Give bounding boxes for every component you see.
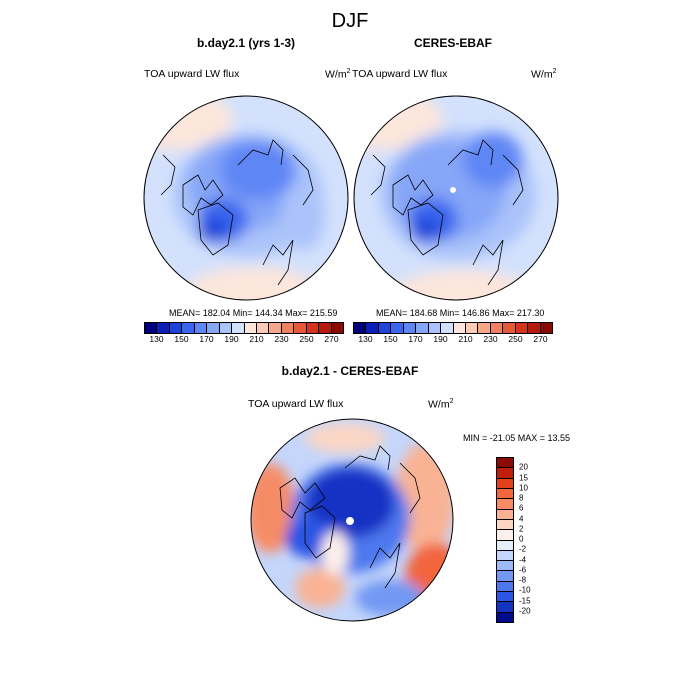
colorbar-tick-label: 10 (519, 483, 528, 493)
colorbar-swatch (428, 323, 442, 333)
colorbar-swatch (540, 323, 552, 333)
colorbar-swatch (478, 323, 491, 333)
colorbar-swatch (378, 323, 392, 333)
colorbar-swatch (219, 323, 233, 333)
colorbar-swatch (169, 323, 183, 333)
colorbar-tick-label: 230 (274, 334, 289, 344)
colorbar-swatch (497, 602, 513, 613)
diff-units: W/m2 (428, 398, 454, 411)
colorbar-swatch (269, 323, 282, 333)
colorbar-tick-label: 150 (383, 334, 398, 344)
colorbar-tick-label: 2 (519, 524, 524, 534)
colorbar-swatch (465, 323, 479, 333)
colorbar-tick-label: -2 (519, 544, 527, 554)
colorbar-swatch (497, 458, 513, 469)
colorbar-tick-label: 270 (533, 334, 548, 344)
colorbar-tick-label: 170 (199, 334, 214, 344)
colorbar-swatch (515, 323, 529, 333)
colorbar-tick-label: 8 (519, 493, 524, 503)
colorbar-swatch (503, 323, 516, 333)
diff-title: b.day2.1 - CERES-EBAF (281, 364, 419, 378)
colorbar-tick-label: 230 (483, 334, 498, 344)
panel-1-stats: MEAN= 182.04 Min= 144.34 Max= 215.59 (169, 308, 338, 318)
colorbar-swatch (145, 323, 158, 333)
colorbar-swatch (306, 323, 320, 333)
colorbar-tick-label: 170 (408, 334, 423, 344)
colorbar-swatch (403, 323, 417, 333)
colorbar-tick-label: 20 (519, 462, 528, 472)
colorbar-swatch (497, 530, 513, 541)
colorbar-swatch (244, 323, 257, 333)
colorbar-tick-label: 4 (519, 514, 524, 523)
colorbar-tick-label: 210 (458, 334, 473, 344)
colorbar-swatch (256, 323, 270, 333)
colorbar-tick-label: -10 (519, 585, 531, 595)
colorbar-swatch (319, 323, 332, 333)
diff-variable: TOA upward LW flux (248, 398, 344, 410)
main-title: DJF (331, 10, 369, 32)
colorbar-tick-label: 270 (324, 334, 339, 344)
colorbar-swatch (441, 323, 454, 333)
colorbar-swatch (354, 323, 367, 333)
colorbar-swatch (497, 571, 513, 582)
colorbar-swatch (331, 323, 343, 333)
colorbar-swatch (157, 323, 170, 333)
diff-map (250, 418, 454, 622)
colorbar-swatch (497, 561, 513, 572)
colorbar-swatch (497, 550, 513, 562)
diff-colorbar (496, 457, 514, 623)
colorbar-tick-label: 130 (149, 334, 164, 344)
colorbar-swatch (528, 323, 541, 333)
panel-2-units: W/m2 (531, 68, 557, 81)
colorbar-tick-label: -15 (519, 596, 531, 605)
panel-1-title: b.day2.1 (yrs 1-3) (196, 36, 296, 50)
colorbar-swatch (182, 323, 195, 333)
colorbar-tick-label: -4 (519, 555, 527, 564)
colorbar-swatch (497, 478, 513, 489)
colorbar-tick-label: 190 (433, 334, 448, 344)
panel-1-colorbar: 130 150 170 190 210 230 250 270 (144, 322, 344, 346)
panel-2-title: CERES-EBAF (413, 36, 492, 50)
colorbar-tick-label: 190 (224, 334, 239, 344)
colorbar-swatch (497, 581, 513, 593)
colorbar-tick-label: 15 (519, 473, 528, 482)
diff-stats: MIN = -21.05 MAX = 13.55 (463, 433, 571, 443)
colorbar-swatch (207, 323, 220, 333)
colorbar-swatch (497, 488, 513, 500)
panel-2-variable: TOA upward LW flux (352, 68, 448, 80)
panel-1-units: W/m2 (325, 68, 351, 81)
colorbar-swatch (497, 519, 513, 531)
colorbar-tick-label: 210 (249, 334, 264, 344)
colorbar-swatch (497, 540, 513, 551)
colorbar-tick-label: 0 (519, 534, 524, 544)
colorbar-swatch (497, 509, 513, 520)
colorbar-swatch (366, 323, 379, 333)
colorbar-swatch (281, 323, 295, 333)
colorbar-swatch (490, 323, 504, 333)
colorbar-tick-label: 6 (519, 503, 524, 513)
colorbar-swatch (232, 323, 245, 333)
colorbar-swatch (453, 323, 466, 333)
colorbar-swatch (497, 612, 513, 622)
panel-2-colorbar: 130 150 170 190 210 230 250 270 (353, 322, 553, 346)
panel-1-variable: TOA upward LW flux (144, 68, 240, 80)
colorbar-swatch (497, 468, 513, 479)
panel-2-stats: MEAN= 184.68 Min= 146.86 Max= 217.30 (376, 308, 545, 318)
colorbar-tick-label: 250 (508, 334, 523, 344)
colorbar-tick-label: 130 (358, 334, 373, 344)
colorbar-tick-label: -20 (519, 606, 531, 616)
colorbar-swatch (497, 592, 513, 603)
colorbar-swatch (194, 323, 208, 333)
diff-colorbar-ticks: 20 15 10 8 6 4 2 0 -2 -4 -6 -8 -10 -15 -20 (519, 457, 549, 621)
colorbar-tick-label: -8 (519, 575, 527, 585)
colorbar-swatch (416, 323, 429, 333)
colorbar-tick-label: 150 (174, 334, 189, 344)
panel-1-map (143, 95, 349, 301)
panel-2-map (353, 95, 559, 301)
colorbar-swatch (391, 323, 404, 333)
colorbar-tick-label: 250 (299, 334, 314, 344)
colorbar-tick-label: -6 (519, 565, 527, 575)
colorbar-swatch (497, 499, 513, 510)
colorbar-swatch (294, 323, 307, 333)
